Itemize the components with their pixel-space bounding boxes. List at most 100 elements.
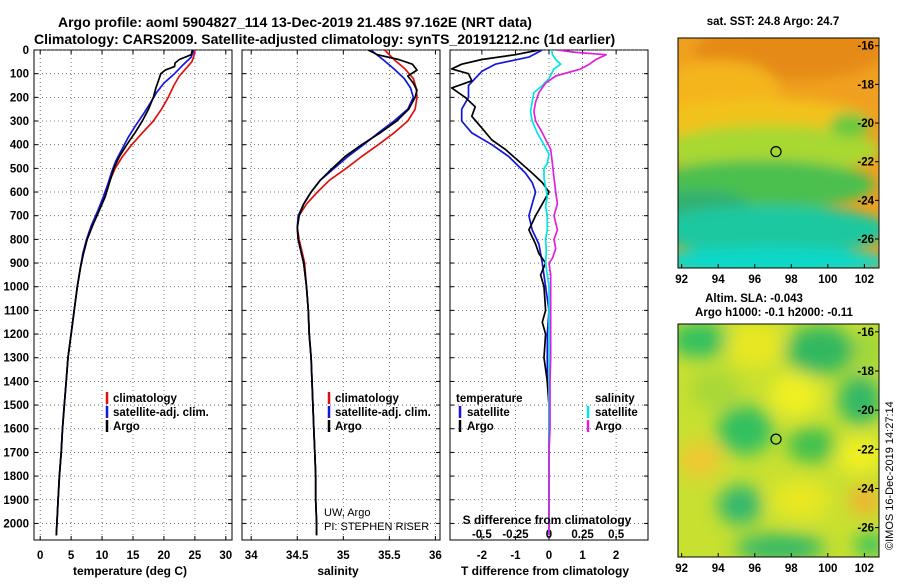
- y-tick-label: 700: [10, 211, 29, 223]
- x-tick-label: 102: [855, 563, 874, 575]
- x-tick-label: 1: [579, 550, 586, 562]
- x-tick-label: 5: [68, 550, 75, 562]
- x-tick-label: 2: [613, 550, 619, 562]
- sla-map-title: Altim. SLA: -0.043: [705, 293, 803, 305]
- y-tick-label: -22: [857, 444, 874, 456]
- sla-heatmap: [678, 324, 879, 557]
- imos-credit: ©IMOS 16-Dec-2019 14:27:14: [884, 401, 896, 550]
- y-tick-label: 600: [10, 187, 29, 199]
- s-difference-label: S difference from climatology: [463, 513, 632, 527]
- temperature-tick-labels: 0 5 10 15 20 25 30: [37, 550, 232, 562]
- legend-label-satellite: satellite-adj. clim.: [113, 407, 209, 419]
- series-line-argo: [55, 50, 194, 536]
- x-tick-label: 0: [546, 550, 552, 562]
- salinity-lines: [296, 50, 418, 536]
- argo-location-marker: [770, 146, 782, 158]
- difference-legend: temperature satellite Argo salinity sate…: [456, 393, 638, 433]
- x-tick-label: 92: [675, 274, 688, 286]
- legend-label-climatology: climatology: [113, 393, 178, 405]
- x-tick-label: -2: [477, 550, 487, 562]
- top-tick-label: -0.5: [472, 529, 492, 541]
- x-tick-label: -1: [510, 550, 521, 562]
- legend-title-salinity: salinity: [595, 393, 635, 405]
- y-tick-label: 1100: [4, 305, 29, 317]
- y-tick-label: 1300: [3, 353, 29, 365]
- header-line-1: Argo profile: aoml 5904827_114 13-Dec-20…: [58, 14, 532, 30]
- series-line-t-argo: [450, 50, 550, 536]
- y-tick-label: 100: [10, 69, 29, 81]
- legend-title-temperature: temperature: [456, 393, 522, 405]
- legend-label-s-argo: Argo: [595, 421, 622, 433]
- y-tick-label: 900: [10, 258, 29, 270]
- s-difference-tick-labels: -0.5 -0.25 0 0.25 0.5: [472, 529, 625, 541]
- principal-investigator-note: PI: STEPHEN RISER: [324, 521, 429, 533]
- top-tick-label: 0.25: [571, 529, 594, 541]
- x-tick-label: 96: [748, 563, 761, 575]
- y-tick-label: 2000: [3, 518, 29, 530]
- float-owner-note: UW, Argo: [324, 507, 370, 519]
- legend-label-s-satellite: satellite: [595, 407, 638, 419]
- sla-map-ticks: 92 94 96 98 100 102 -16 -18 -20 -22 -24 -26: [675, 327, 879, 575]
- salinity-xlabel: salinity: [317, 564, 359, 578]
- legend-label-satellite: satellite-adj. clim.: [335, 407, 431, 419]
- x-tick-label: 25: [188, 550, 201, 562]
- series-line-argo: [296, 50, 418, 536]
- x-tick-label: 100: [818, 274, 837, 286]
- sla-map-subtitle: Argo h1000: -0.1 h2000: -0.11: [695, 307, 853, 319]
- x-tick-label: 20: [158, 550, 171, 562]
- x-tick-label: 92: [675, 563, 688, 575]
- x-tick-label: 96: [748, 274, 761, 286]
- y-tick-label: 0: [23, 45, 29, 57]
- sst-heatmap: [678, 38, 879, 268]
- top-tick-label: -0.25: [502, 529, 529, 541]
- series-line-s-argo: [533, 50, 607, 536]
- y-tick-label: -16: [857, 327, 874, 339]
- x-tick-label: 34: [245, 550, 258, 562]
- y-tick-label: 200: [10, 92, 29, 104]
- sst-map-ticks: 92 94 96 98 100 102 -16 -18 -20 -22 -24 -26: [675, 41, 879, 286]
- x-tick-label: 34.5: [286, 550, 309, 562]
- x-tick-label: 30: [219, 550, 232, 562]
- salinity-legend: climatology satellite-adj. clim. Argo UW…: [324, 392, 431, 533]
- salinity-panel-frame: [241, 49, 441, 541]
- difference-grid: [450, 49, 648, 540]
- depth-tick-labels: 0 100 200 300 400 500 600 700 800 900 1000 1100 1200…: [3, 45, 29, 530]
- y-tick-label: 1500: [3, 400, 29, 412]
- y-tick-label: -24: [857, 483, 874, 495]
- temperature-xlabel: temperature (deg C): [73, 564, 187, 578]
- y-tick-label: 1600: [3, 424, 29, 436]
- temperature-lines: [55, 50, 196, 536]
- legend-label-climatology: climatology: [335, 393, 400, 405]
- x-tick-label: 36: [429, 550, 442, 562]
- legend-label-t-argo: Argo: [467, 421, 494, 433]
- y-tick-label: 1800: [3, 471, 29, 483]
- y-tick-label: -16: [857, 41, 874, 53]
- x-tick-label: 102: [855, 274, 874, 286]
- temperature-grid: [34, 49, 232, 540]
- x-tick-label: 35.5: [378, 550, 401, 562]
- y-tick-label: 1700: [3, 447, 29, 459]
- x-tick-label: 0: [37, 550, 43, 562]
- y-tick-label: 400: [10, 140, 29, 152]
- salinity-tick-labels: 34 34.5 35 35.5 36: [245, 550, 442, 562]
- x-tick-label: 94: [712, 563, 725, 575]
- x-tick-label: 100: [818, 563, 837, 575]
- x-tick-label: 35: [337, 550, 350, 562]
- x-tick-label: 10: [96, 550, 109, 562]
- sst-map-frame: [677, 37, 880, 269]
- y-tick-label: 500: [10, 163, 29, 175]
- x-tick-label: 98: [785, 274, 798, 286]
- sla-map-frame: [677, 323, 880, 558]
- y-tick-label: 1400: [3, 376, 29, 388]
- top-tick-label: 0.5: [608, 529, 625, 541]
- y-tick-label: -20: [857, 118, 874, 130]
- t-difference-tick-labels: -2 -1 0 1 2: [477, 550, 620, 562]
- y-tick-label: -18: [857, 366, 874, 378]
- x-tick-label: 94: [712, 274, 725, 286]
- legend-label-argo: Argo: [335, 421, 362, 433]
- argo-location-marker: [770, 433, 782, 445]
- salinity-grid: [242, 49, 440, 540]
- y-tick-label: -26: [857, 523, 874, 535]
- y-tick-label: -22: [857, 157, 874, 169]
